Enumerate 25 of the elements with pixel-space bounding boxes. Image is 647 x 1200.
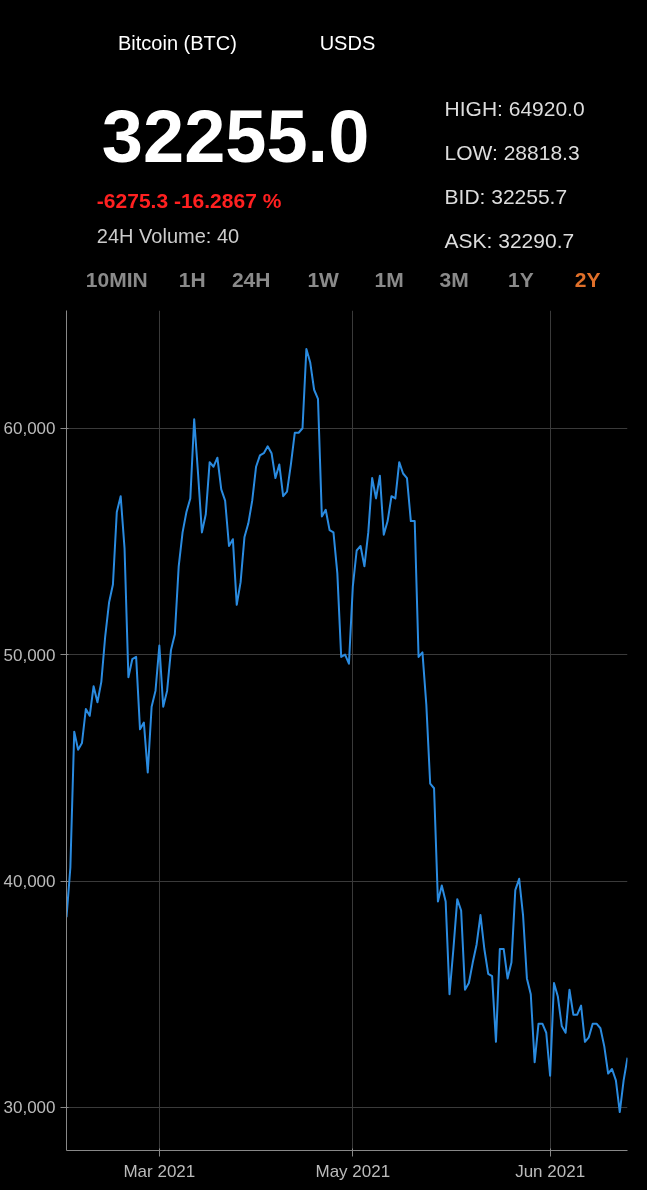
text: 24H Volume: 40: [96, 224, 240, 247]
text: 3M: [439, 268, 469, 291]
text: 2Y: [574, 268, 601, 291]
text: 32255.0: [101, 94, 370, 178]
y-tick-label: 30,000: [3, 1098, 56, 1118]
line-series: [66, 347, 628, 1114]
text: ASK: 32290.7: [444, 229, 575, 252]
text: 24H: [231, 268, 271, 291]
text: -6275.3 -16.2867 %: [96, 189, 282, 212]
text: 1W: [307, 268, 340, 291]
text: 1H: [178, 268, 206, 291]
text: 10MIN: [85, 268, 148, 291]
text: 1Y: [508, 268, 534, 291]
y-tick-label: 40,000: [3, 872, 56, 892]
y-tick-label: 60,000: [3, 419, 56, 439]
text: Bitcoin (BTC): [118, 31, 237, 54]
text: BID: 32255.7: [444, 185, 568, 208]
text: HIGH: 64920.0: [444, 97, 585, 120]
x-tick-label: May 2021: [315, 1161, 391, 1181]
x-tick-label: Jun 2021: [515, 1161, 586, 1181]
y-tick-label: 50,000: [3, 645, 56, 665]
text: USDS: [319, 31, 376, 54]
x-tick-label: Mar 2021: [123, 1161, 196, 1181]
text: LOW: 28818.3: [444, 141, 580, 164]
text: 1M: [374, 268, 404, 291]
